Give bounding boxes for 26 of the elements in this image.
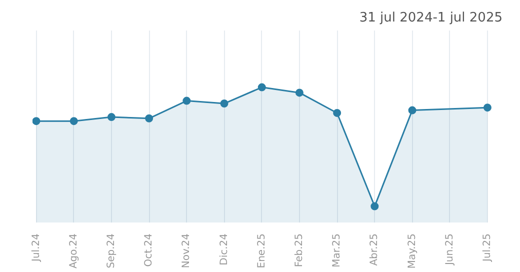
- x-tick-label: Ago.24: [68, 233, 80, 269]
- point: [107, 113, 116, 122]
- point: [483, 104, 492, 112]
- point: [182, 96, 191, 105]
- point: [295, 88, 304, 97]
- point: [145, 114, 154, 122]
- x-tick-label: Feb.25: [294, 234, 305, 268]
- point: [70, 117, 78, 126]
- x-tick-label: Jun.25: [444, 233, 456, 266]
- point: [220, 100, 228, 108]
- x-tick-label: Jul.24: [30, 234, 42, 262]
- chart-title: 31 jul 2024-1 jul 2025: [359, 10, 503, 26]
- x-tick-label: Ene.25: [256, 233, 268, 268]
- point: [258, 83, 266, 92]
- x-tick-label: Dic.24: [218, 233, 230, 266]
- x-tick-label: Sep.24: [106, 233, 117, 268]
- x-tick-label: Oct.24: [144, 233, 155, 267]
- x-tick-label: Nov.24: [181, 233, 192, 268]
- x-tick-label: Abr.25: [369, 233, 380, 266]
- x-tick-label: Jul.25: [482, 234, 493, 262]
- point: [333, 108, 342, 117]
- x-tick-label: Mar.25: [332, 233, 343, 268]
- x-tick-label: May.25: [406, 233, 418, 269]
- point: [370, 202, 379, 210]
- point: [408, 106, 416, 114]
- point: [32, 117, 40, 126]
